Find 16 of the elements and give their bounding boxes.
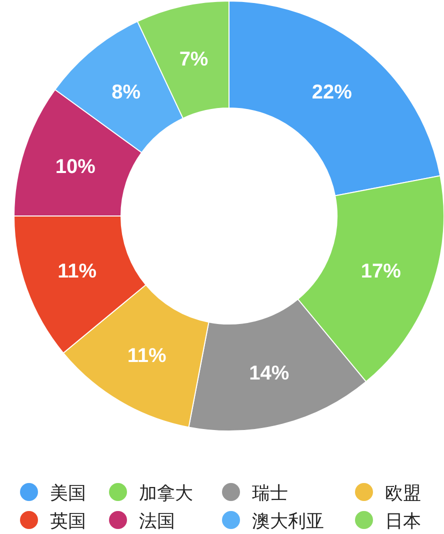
data-label: 8% <box>112 82 141 104</box>
data-label: 7% <box>179 48 208 70</box>
data-label: 17% <box>360 260 402 283</box>
data-label: 11% <box>58 260 97 283</box>
legend-label: 美国 <box>50 483 86 503</box>
data-label: 11% <box>127 345 166 368</box>
data-label: 22% <box>312 82 352 104</box>
data-label: 10% <box>55 156 96 178</box>
legend-label: 法国 <box>139 511 175 531</box>
legend-label: 日本 <box>385 511 421 531</box>
legend-label: 加拿大 <box>139 483 193 503</box>
legend-label: 英国 <box>50 511 86 531</box>
data-label: 14% <box>249 362 290 384</box>
legend-label: 瑞士 <box>252 483 288 503</box>
legend-label: 欧盟 <box>385 483 421 503</box>
legend-label: 澳大利亚 <box>252 511 324 531</box>
